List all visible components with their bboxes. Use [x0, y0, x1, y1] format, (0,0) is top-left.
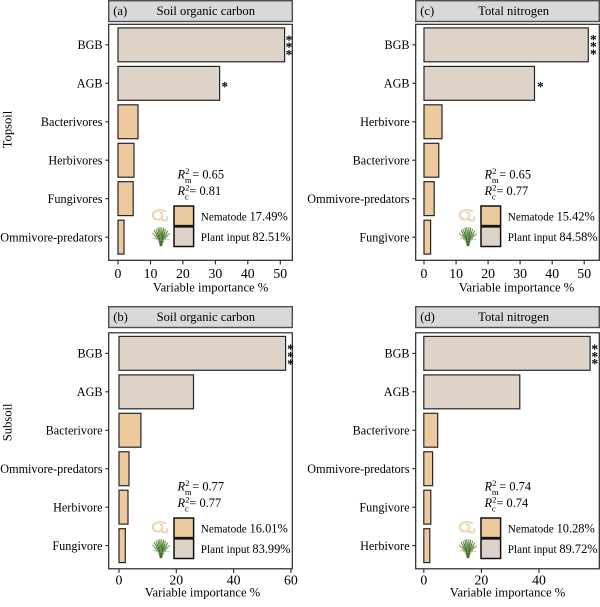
- svg-text:R2m= 0.65: R2 m= 0.65: [484, 166, 532, 185]
- svg-text:10: 10: [144, 266, 158, 281]
- svg-text:*: *: [287, 356, 294, 371]
- svg-text:(a): (a): [113, 4, 127, 18]
- svg-text:R2m= 0.74: R2 m= 0.74: [484, 478, 532, 497]
- svg-text:*: *: [286, 32, 293, 47]
- svg-text:(c): (c): [420, 4, 434, 18]
- svg-text:20: 20: [475, 573, 489, 588]
- svg-text:*: *: [590, 39, 597, 54]
- svg-text:*: *: [287, 342, 294, 357]
- svg-text:Nematode 16.01%: Nematode 16.01%: [201, 522, 288, 536]
- svg-text:*: *: [221, 79, 228, 94]
- svg-text:Plant input 83.99%: Plant input 83.99%: [201, 542, 291, 556]
- svg-text:Plant input 82.51%: Plant input 82.51%: [201, 230, 291, 244]
- svg-text:Bacterivore: Bacterivore: [353, 424, 410, 438]
- svg-text:Total nitrogen: Total nitrogen: [478, 310, 550, 324]
- svg-text:*: *: [286, 47, 293, 62]
- svg-text:Herbivore: Herbivore: [360, 115, 409, 129]
- svg-text:(d): (d): [420, 310, 435, 324]
- svg-text:Variable importance %: Variable importance %: [145, 586, 261, 600]
- svg-text:*: *: [591, 356, 598, 371]
- svg-text:30: 30: [209, 266, 223, 281]
- svg-text:Herbivore: Herbivore: [53, 501, 102, 515]
- svg-text:50: 50: [577, 266, 591, 281]
- svg-text:Nematode 15.42%: Nematode 15.42%: [508, 210, 595, 224]
- svg-text:BGB: BGB: [77, 347, 102, 361]
- svg-text:Nematode 17.49%: Nematode 17.49%: [201, 210, 288, 224]
- svg-text:Plant input 84.58%: Plant input 84.58%: [508, 230, 598, 244]
- svg-text:0: 0: [116, 573, 123, 588]
- svg-text:*: *: [591, 342, 598, 357]
- svg-text:20: 20: [481, 266, 495, 281]
- svg-text:AGB: AGB: [77, 77, 103, 91]
- svg-text:Soil organic carbon: Soil organic carbon: [157, 310, 256, 324]
- svg-text:*: *: [590, 32, 597, 47]
- svg-text:Fungivores: Fungivores: [48, 192, 103, 206]
- svg-text:Ommivore-predators: Ommivore-predators: [307, 462, 409, 476]
- svg-text:AGB: AGB: [77, 385, 103, 399]
- svg-text:Fungivore: Fungivore: [359, 501, 409, 515]
- svg-text:Fungivore: Fungivore: [52, 539, 102, 553]
- svg-text:Herbivores: Herbivores: [48, 154, 102, 168]
- svg-text:Nematode 10.28%: Nematode 10.28%: [508, 522, 595, 536]
- svg-text:*: *: [591, 349, 598, 364]
- svg-text:Herbivore: Herbivore: [360, 539, 409, 553]
- svg-text:Plant input 89.72%: Plant input 89.72%: [508, 542, 598, 556]
- svg-text:AGB: AGB: [384, 385, 410, 399]
- svg-text:60: 60: [284, 573, 298, 588]
- svg-text:Variable importance %: Variable importance %: [450, 586, 566, 600]
- svg-text:R2m= 0.65: R2 m= 0.65: [177, 166, 225, 185]
- svg-text:Total nitrogen: Total nitrogen: [478, 4, 550, 18]
- svg-text:Variable importance %: Variable importance %: [153, 281, 269, 295]
- svg-text:40: 40: [545, 266, 559, 281]
- svg-text:R2c= 0.77: R2 c= 0.77: [177, 494, 222, 513]
- svg-text:Ommivore-predators: Ommivore-predators: [0, 231, 102, 245]
- svg-text:Bacterivore: Bacterivore: [353, 154, 410, 168]
- svg-text:Soil organic carbon: Soil organic carbon: [157, 4, 256, 18]
- svg-text:R2c= 0.74: R2 c= 0.74: [484, 494, 529, 513]
- svg-text:Ommivore-predators: Ommivore-predators: [307, 192, 409, 206]
- svg-text:R2c= 0.81: R2 c= 0.81: [177, 182, 222, 201]
- svg-text:Fungivore: Fungivore: [359, 231, 409, 245]
- svg-text:20: 20: [169, 573, 183, 588]
- svg-text:*: *: [287, 349, 294, 364]
- svg-text:*: *: [590, 47, 597, 62]
- svg-text:Bacterivores: Bacterivores: [41, 115, 103, 129]
- svg-text:(b): (b): [113, 310, 128, 324]
- svg-text:20: 20: [176, 266, 190, 281]
- svg-text:Bacterivore: Bacterivore: [46, 424, 103, 438]
- svg-text:Subsoil: Subsoil: [1, 403, 15, 441]
- svg-text:30: 30: [513, 266, 527, 281]
- svg-text:0: 0: [420, 573, 427, 588]
- svg-text:40: 40: [532, 573, 546, 588]
- svg-text:R2m= 0.77: R2 m= 0.77: [177, 478, 225, 497]
- svg-text:BGB: BGB: [384, 38, 409, 52]
- svg-text:R2c= 0.77: R2 c= 0.77: [484, 182, 529, 201]
- svg-text:0: 0: [421, 266, 428, 281]
- svg-text:40: 40: [227, 573, 241, 588]
- svg-text:Variable importance %: Variable importance %: [459, 281, 575, 295]
- svg-text:*: *: [537, 79, 544, 94]
- svg-text:BGB: BGB: [77, 38, 102, 52]
- svg-text:AGB: AGB: [384, 77, 410, 91]
- svg-text:BGB: BGB: [384, 347, 409, 361]
- svg-text:50: 50: [273, 266, 287, 281]
- svg-text:0: 0: [115, 266, 122, 281]
- svg-text:10: 10: [449, 266, 463, 281]
- svg-text:40: 40: [241, 266, 255, 281]
- svg-text:Topsoil: Topsoil: [1, 110, 15, 148]
- svg-text:Ommivore-predators: Ommivore-predators: [0, 462, 102, 476]
- svg-text:*: *: [286, 40, 293, 55]
